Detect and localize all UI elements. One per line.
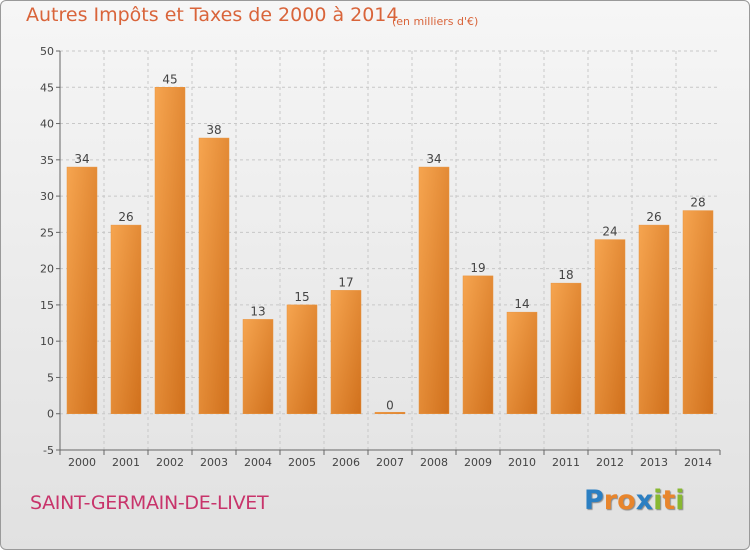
logo-letter: x	[635, 485, 654, 516]
logo-letter: P	[584, 485, 604, 516]
x-tick-label: 2008	[420, 456, 448, 469]
value-label: 13	[250, 304, 265, 318]
x-tick-label: 2012	[596, 456, 624, 469]
bars	[66, 87, 714, 414]
value-label: 14	[514, 297, 529, 311]
bar	[66, 166, 98, 414]
logo-letter: o	[617, 485, 636, 516]
x-tick-labels: 2000 2001 2002 2003 2004 2005 2006 2007 2008 2009…	[68, 456, 712, 469]
logo-letter: i	[653, 485, 663, 516]
x-tick-label: 2003	[200, 456, 228, 469]
y-tick-label: 0	[47, 408, 54, 421]
logo-letter: t	[662, 485, 676, 516]
value-label: 38	[206, 123, 221, 137]
logo-letter: i	[675, 485, 685, 516]
x-tick-label: 2004	[244, 456, 272, 469]
bar	[110, 224, 142, 414]
bar	[330, 290, 362, 414]
y-tick-label: -5	[43, 444, 54, 457]
y-tick-label: 20	[40, 263, 54, 276]
bar	[682, 210, 714, 414]
y-tick-label: 30	[40, 190, 54, 203]
y-tick-label: 35	[40, 154, 54, 167]
x-tick-label: 2002	[156, 456, 184, 469]
chart-title: Autres Impôts et Taxes de 2000 à 2014	[26, 4, 399, 26]
logo-letter: r	[603, 485, 618, 516]
x-tick-label: 2013	[640, 456, 668, 469]
bar	[242, 319, 274, 414]
x-tick-label: 2009	[464, 456, 492, 469]
y-tick-label: 10	[40, 335, 54, 348]
value-label: 17	[338, 275, 353, 289]
x-tick-label: 2005	[288, 456, 316, 469]
value-label: 24	[602, 225, 617, 239]
value-label: 28	[690, 196, 705, 210]
value-label: 18	[558, 268, 573, 282]
x-tick-label: 2006	[332, 456, 360, 469]
bar	[198, 137, 230, 414]
y-tick-label: 15	[40, 299, 54, 312]
bar	[462, 275, 494, 414]
x-tick-label: 2014	[684, 456, 712, 469]
value-label: 19	[470, 261, 485, 275]
value-label: 34	[74, 152, 89, 166]
value-label: 26	[118, 210, 133, 224]
proxiti-logo[interactable]: Proxiti	[584, 485, 685, 516]
value-label: 45	[162, 72, 177, 86]
y-tick-label: 45	[40, 81, 54, 94]
value-label: 26	[646, 210, 661, 224]
place-name: SAINT-GERMAIN-DE-LIVET	[30, 492, 269, 514]
chart-subtitle: (en milliers d'€)	[392, 15, 479, 28]
bar	[594, 239, 626, 414]
axes	[56, 50, 721, 455]
y-tick-label: 40	[40, 118, 54, 131]
bar	[550, 282, 582, 414]
value-labels: 34 26 45 38 13 15 17 0 34 19 14 18 24 26 28	[74, 72, 705, 412]
x-tick-label: 2007	[376, 456, 404, 469]
y-tick-label: 5	[47, 371, 54, 384]
x-tick-label: 2001	[112, 456, 140, 469]
bar	[286, 304, 318, 414]
bar	[154, 87, 186, 414]
bar	[638, 224, 670, 414]
bar	[506, 311, 538, 414]
y-tick-label: 50	[40, 45, 54, 58]
x-tick-label: 2010	[508, 456, 536, 469]
x-tick-label: 2000	[68, 456, 96, 469]
value-label: 0	[386, 399, 394, 413]
bar	[374, 411, 406, 414]
y-tick-labels: -5 0 5 10 15 20 25 30 35 40 45 50	[40, 45, 54, 457]
bar	[418, 166, 450, 414]
value-label: 15	[294, 290, 309, 304]
y-tick-label: 25	[40, 226, 54, 239]
x-tick-label: 2011	[552, 456, 580, 469]
value-label: 34	[426, 152, 441, 166]
